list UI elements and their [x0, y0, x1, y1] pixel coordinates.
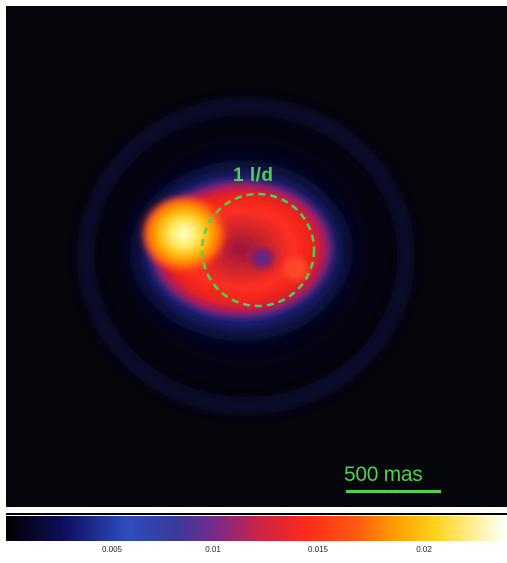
- colorbar-tick-label: 0.005: [101, 545, 123, 554]
- circle-label: 1 l/d: [233, 165, 274, 186]
- bright-hotspot: [140, 194, 228, 274]
- faint-outer-ring: [81, 101, 411, 411]
- scale-bar-label: 500 mas: [344, 463, 423, 486]
- lambda-over-d-circle: [200, 192, 316, 308]
- astronomical-image: [6, 6, 507, 507]
- colorbar-tick-label: 0.01: [205, 545, 221, 554]
- scale-bar: [346, 490, 441, 493]
- secondary-spot: [284, 257, 308, 281]
- colorbar-tick-label: 0.02: [416, 545, 432, 554]
- colorbar-gradient: [6, 516, 507, 541]
- colorbar-top-line: [6, 513, 507, 515]
- colorbar: [6, 513, 507, 541]
- central-hole: [244, 242, 280, 274]
- colorbar-tick-label: 0.015: [307, 545, 329, 554]
